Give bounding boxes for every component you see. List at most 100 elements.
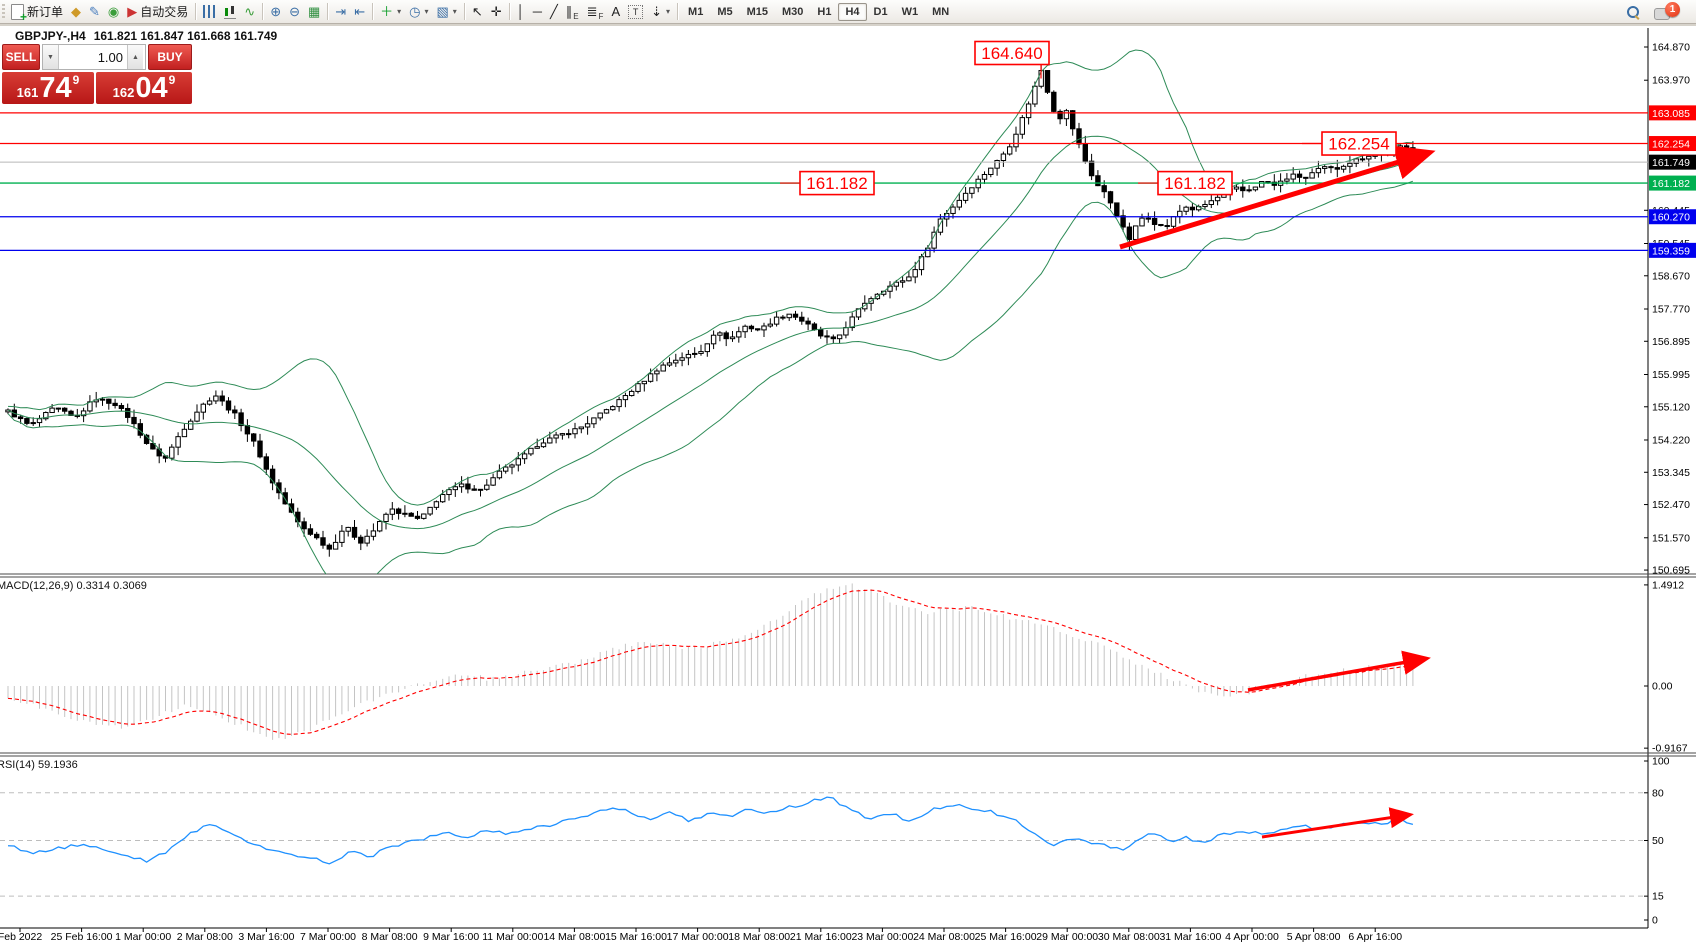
- macd-axis-tick-label: -0.9167: [1652, 743, 1688, 755]
- sell-price-sup: 9: [72, 73, 80, 87]
- price-axis-badge-161.749: 161.749: [1649, 154, 1696, 170]
- text-label-button[interactable]: T: [624, 1, 647, 23]
- annotation-text: 164.640: [981, 44, 1042, 63]
- templates-button-dropdown-icon[interactable]: ▾: [452, 7, 457, 16]
- buy-price-main: 04: [135, 72, 168, 104]
- timeframe-m1-button[interactable]: M1: [688, 5, 704, 18]
- price-axis-tick-label: 150.695: [1652, 565, 1690, 577]
- crosshair-icon: ✛: [490, 3, 502, 19]
- templates-button[interactable]: ▧ ▾: [433, 1, 461, 23]
- new-order-button[interactable]: 新订单: [7, 1, 67, 24]
- price-axis-tick-label: 164.870: [1652, 42, 1690, 54]
- notification-badge[interactable]: 1: [1665, 1, 1680, 17]
- candlestick-series: [5, 55, 1416, 557]
- chart-canvas[interactable]: 164.640 161.182 161.182 162.254 164.870 163.9…: [0, 26, 1696, 944]
- price-annotation-164.640[interactable]: 164.640: [974, 40, 1050, 79]
- gold-button[interactable]: ◆: [67, 1, 85, 23]
- sell-button[interactable]: SELL: [2, 44, 40, 70]
- time-axis-label: 29 Mar 00:00: [1036, 931, 1098, 943]
- rsi-axis-tick-label: 100: [1652, 756, 1670, 768]
- window-strip: [0, 24, 1696, 26]
- cursor-arrow-icon: ↖: [471, 3, 483, 19]
- line-chart-button[interactable]: ∿: [240, 1, 259, 23]
- bollinger-lower-band[interactable]: [7, 180, 1414, 586]
- tile-windows-button[interactable]: ▦: [304, 1, 324, 23]
- cursor-button[interactable]: ↖: [468, 1, 487, 23]
- volume-input[interactable]: [59, 45, 127, 69]
- toolbar-grip[interactable]: [2, 3, 5, 20]
- search-button[interactable]: [1622, 1, 1644, 23]
- bar-chart-button[interactable]: [199, 1, 220, 23]
- trendline-button[interactable]: ╱: [546, 1, 562, 23]
- chart-shift-button[interactable]: ⇤: [350, 1, 369, 23]
- price-axis-tick-label: 151.570: [1652, 532, 1690, 544]
- metaeditor-button[interactable]: ✎: [85, 1, 104, 23]
- arrows-button[interactable]: ⇣ ▾: [647, 1, 674, 23]
- signals-button[interactable]: ◉: [104, 1, 123, 23]
- auto-scroll-button[interactable]: ⇥: [331, 1, 350, 23]
- candlestick-chart-button[interactable]: [220, 1, 240, 23]
- timeframe-m5-button[interactable]: M5: [717, 5, 733, 18]
- play-icon: ▶: [127, 3, 138, 19]
- buy-price-display[interactable]: 162 04 9: [96, 72, 192, 104]
- price-badge-label: 159.359: [1652, 245, 1690, 257]
- indicators-button-dropdown-icon[interactable]: ▾: [397, 7, 402, 16]
- volume-increase-button[interactable]: ▲: [127, 45, 143, 69]
- clock-icon: ◷: [409, 3, 421, 19]
- price-annotation-161.182[interactable]: 161.182: [780, 170, 875, 196]
- periods-button[interactable]: ◷ ▾: [405, 1, 432, 23]
- zoom-in-button[interactable]: ⊕: [266, 1, 285, 23]
- pencil-icon: ✎: [89, 3, 100, 19]
- auto-scroll-icon: ⇥: [335, 3, 347, 19]
- buy-button[interactable]: BUY: [148, 44, 192, 70]
- main-trend-arrow[interactable]: [1119, 145, 1436, 250]
- macd-signal-line: [7, 589, 1413, 735]
- rsi-axis-tick-label: 50: [1652, 835, 1664, 847]
- fibonacci-icon: ≣: [586, 3, 598, 19]
- price-annotation-162.254[interactable]: 162.254: [1302, 131, 1397, 156]
- volume-decrease-button[interactable]: ▼: [43, 45, 59, 69]
- fibonacci-button[interactable]: ≣ F: [583, 1, 608, 23]
- chart-title: GBPJPY-,H4 161.821 161.847 161.668 161.74…: [15, 29, 277, 43]
- zoom-out-button[interactable]: ⊖: [285, 1, 304, 23]
- timeframe-d1-button[interactable]: D1: [873, 5, 888, 18]
- price-axis-tick-label: 158.670: [1652, 270, 1690, 282]
- toolbar-separator: [372, 3, 374, 20]
- macd-axis-tick-label: 1.4912: [1652, 579, 1684, 591]
- chart-symbol-period: GBPJPY-,H4: [15, 29, 86, 43]
- price-annotation-161.182[interactable]: 161.182: [1138, 170, 1233, 196]
- indicators-button[interactable]: ＋ ▾: [376, 1, 405, 23]
- bar-chart-icon: [203, 5, 217, 18]
- rsi-trend-arrow[interactable]: [1261, 807, 1414, 839]
- channel-button-sub-label: E: [573, 11, 579, 21]
- timeframe-h4-button[interactable]: H4: [838, 2, 867, 21]
- arrows-button-dropdown-icon[interactable]: ▾: [666, 7, 671, 16]
- auto-trading-button[interactable]: ▶ 自动交易: [123, 1, 192, 23]
- crosshair-button[interactable]: ✛: [487, 1, 506, 23]
- time-axis-label: 25 Feb 16:00: [51, 931, 113, 943]
- gold-diamond-icon: ◆: [71, 3, 82, 19]
- macd-trend-arrow[interactable]: [1247, 650, 1431, 692]
- sell-price-display[interactable]: 161 74 9: [2, 72, 94, 104]
- channel-button[interactable]: ∥ E: [562, 1, 583, 23]
- time-axis-label: 25 Mar 16:00: [975, 931, 1037, 943]
- template-chart-icon: ▧: [436, 3, 449, 19]
- timeframe-h1-button[interactable]: H1: [817, 5, 832, 18]
- document-plus-icon: [11, 3, 27, 24]
- timeframe-m15-button[interactable]: M15: [746, 5, 768, 18]
- periods-button-dropdown-icon[interactable]: ▾: [424, 7, 429, 16]
- timeframe-w1-button[interactable]: W1: [901, 5, 919, 18]
- chat-button[interactable]: 1: [1650, 1, 1690, 23]
- rsi-indicator-label: RSI(14) 59.1936: [0, 759, 78, 771]
- time-axis-label: 3 Mar 16:00: [238, 931, 294, 943]
- timeframe-m30-button[interactable]: M30: [782, 5, 804, 18]
- text-label-icon: T: [628, 4, 644, 19]
- time-axis-label: 31 Mar 16:00: [1159, 931, 1221, 943]
- vertical-line-button[interactable]: │: [513, 1, 529, 23]
- timeframe-mn-button[interactable]: MN: [932, 5, 950, 18]
- chart-shift-icon: ⇤: [354, 3, 366, 19]
- toolbar-separator: [195, 3, 197, 20]
- text-button[interactable]: A: [607, 1, 624, 23]
- rsi-line: [7, 796, 1414, 865]
- horizontal-line-button[interactable]: ─: [529, 1, 546, 23]
